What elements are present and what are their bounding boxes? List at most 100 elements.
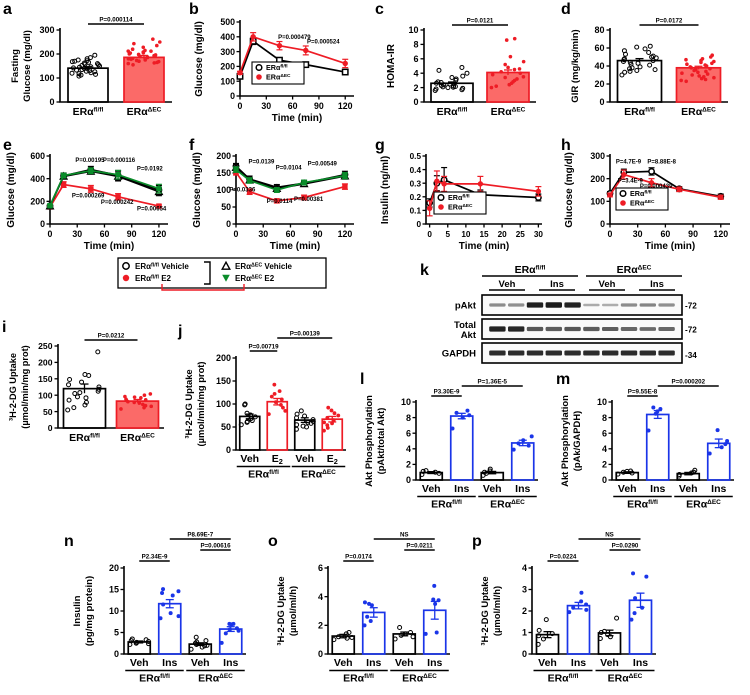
p-value-label: P=4.7E-9 xyxy=(616,159,642,165)
y-tick-label: 60 xyxy=(594,43,604,53)
scatter-point xyxy=(326,405,331,410)
y-tick-label: 0 xyxy=(226,445,231,455)
panel-a: a 0 100 200 300 Fasting Glucose (mg/dl) ERαfl/… xyxy=(0,0,186,135)
y-tick-label: 200 xyxy=(216,151,231,161)
y-tick-label: 6 xyxy=(602,428,607,438)
scatter-point xyxy=(627,66,633,72)
scatter-point xyxy=(621,56,627,62)
p-value-label: P=3.4E-9 xyxy=(618,179,644,185)
scatter-point xyxy=(445,85,451,91)
x-tick-label: Ins xyxy=(571,657,586,669)
axis xyxy=(235,356,346,451)
scatter-point xyxy=(349,635,355,641)
genotype-label: ERαfl/fl xyxy=(69,432,100,444)
blot-band xyxy=(639,327,656,331)
scatter-point xyxy=(277,389,282,394)
scatter-point xyxy=(615,471,621,477)
genotype-label: ERαΔEC xyxy=(617,264,652,276)
y-tick-label: 2 xyxy=(406,460,411,470)
scatter-point xyxy=(75,57,81,63)
x-tick-label: Ins xyxy=(650,483,665,495)
scatter-point xyxy=(69,59,75,65)
scatter-point xyxy=(407,630,413,635)
x-tick-label: 10 xyxy=(461,230,471,239)
x-tick-label: 25 xyxy=(516,230,526,239)
scatter-point xyxy=(508,54,513,59)
blot-band xyxy=(620,327,638,331)
data-marker xyxy=(88,186,94,192)
x-tick-label: E2 xyxy=(327,453,338,466)
blot-band xyxy=(526,326,544,332)
scatter-point xyxy=(367,601,372,606)
scatter-point xyxy=(95,62,101,68)
panel-h-chart: 0 100 200 300 0 30 60 90 120 Glucose (mg/dl) Time … xyxy=(564,151,730,252)
scatter-point xyxy=(83,399,89,405)
scatter-point xyxy=(132,41,136,46)
data-marker xyxy=(477,181,484,187)
panel-h: h 0 100 200 300 0 30 60 90 120 Glucose (mg/dl) Tim… xyxy=(558,136,750,261)
scatter-point xyxy=(143,403,148,408)
scatter-point xyxy=(192,640,198,646)
blot-band xyxy=(658,327,675,331)
scatter-point xyxy=(76,73,82,79)
legend-label: ERαfl/fl E2 xyxy=(135,274,172,283)
legend-label: ERαΔEC Vehicle xyxy=(235,262,293,271)
x-tick-label: 90 xyxy=(313,229,323,239)
shared-legend-svg: ERαfl/fl Vehicle ERαfl/fl E2 ERαΔEC Vehicl… xyxy=(117,257,327,291)
p-value-label: P=0.0139 xyxy=(248,159,275,165)
scatter-point xyxy=(465,408,470,413)
e2-bracket xyxy=(161,284,245,291)
data-marker xyxy=(156,185,162,192)
x-axis-label: Time (min) xyxy=(84,241,134,252)
scatter-point xyxy=(704,69,708,74)
y-axis-label-2: (µmol/ml/h) xyxy=(287,586,298,636)
scatter-point xyxy=(79,63,85,69)
scatter-point xyxy=(87,55,93,61)
scatter-point xyxy=(434,630,439,635)
scatter-point xyxy=(392,636,398,642)
y-axis-label-2: (pAkt/total Akt) xyxy=(375,408,386,475)
x-tick-label: 0 xyxy=(238,101,243,111)
scatter-point xyxy=(161,587,166,592)
panel-l-letter: l xyxy=(360,371,365,388)
genotype-label: ERαfl/fl xyxy=(437,106,468,118)
panel-k-blot: k ERαfl/fl ERαΔEC Veh Ins Veh Ins pAkt -72 Total… xyxy=(362,263,750,373)
scatter-point xyxy=(688,65,693,69)
y-axis-label-2: (µmol/ml/h) xyxy=(491,586,502,636)
treatment-label: Ins xyxy=(550,279,564,290)
scatter-point xyxy=(132,395,137,399)
scatter-point xyxy=(134,58,139,63)
scatter-point xyxy=(703,63,707,67)
y-tick-label: 500 xyxy=(220,17,235,27)
scatter-point xyxy=(490,72,495,77)
blot-band xyxy=(526,350,544,356)
y-tick-label: 3 xyxy=(522,585,527,595)
x-tick-label: 0 xyxy=(48,229,53,239)
scatter-point xyxy=(305,419,311,425)
blot-band xyxy=(545,302,562,308)
scatter-point xyxy=(452,84,458,90)
scatter-point xyxy=(84,66,90,72)
scatter-point xyxy=(521,75,526,79)
panel-n-chart: 0 5 10 15 20 Insulin (pg/mg protein) Veh Ins Veh I… xyxy=(72,532,246,685)
scatter-point xyxy=(281,405,285,410)
y-axis-label-1: ³H-2-DG Uptake xyxy=(479,576,490,645)
blot-row-label: pAkt xyxy=(455,301,477,312)
scatter-point xyxy=(655,409,660,414)
data-marker xyxy=(342,60,348,67)
blot-band xyxy=(620,303,638,307)
scatter-point xyxy=(504,38,509,42)
scatter-point xyxy=(331,418,336,422)
x-tick-label: Veh xyxy=(422,483,441,495)
legend-border xyxy=(117,257,327,289)
scatter-point xyxy=(71,405,77,411)
blot-band xyxy=(545,326,562,332)
scatter-point xyxy=(652,67,658,73)
y-tick-label: 0 xyxy=(522,649,527,659)
scatter-point xyxy=(146,641,152,647)
y-tick-label: 2 xyxy=(522,606,527,616)
p-value-label: P=0.0104 xyxy=(276,166,303,172)
x-tick-label: 90 xyxy=(127,229,137,239)
legend-label: ERαfl/fl xyxy=(266,63,288,72)
p-value-label: P=0.00616 xyxy=(200,543,231,550)
